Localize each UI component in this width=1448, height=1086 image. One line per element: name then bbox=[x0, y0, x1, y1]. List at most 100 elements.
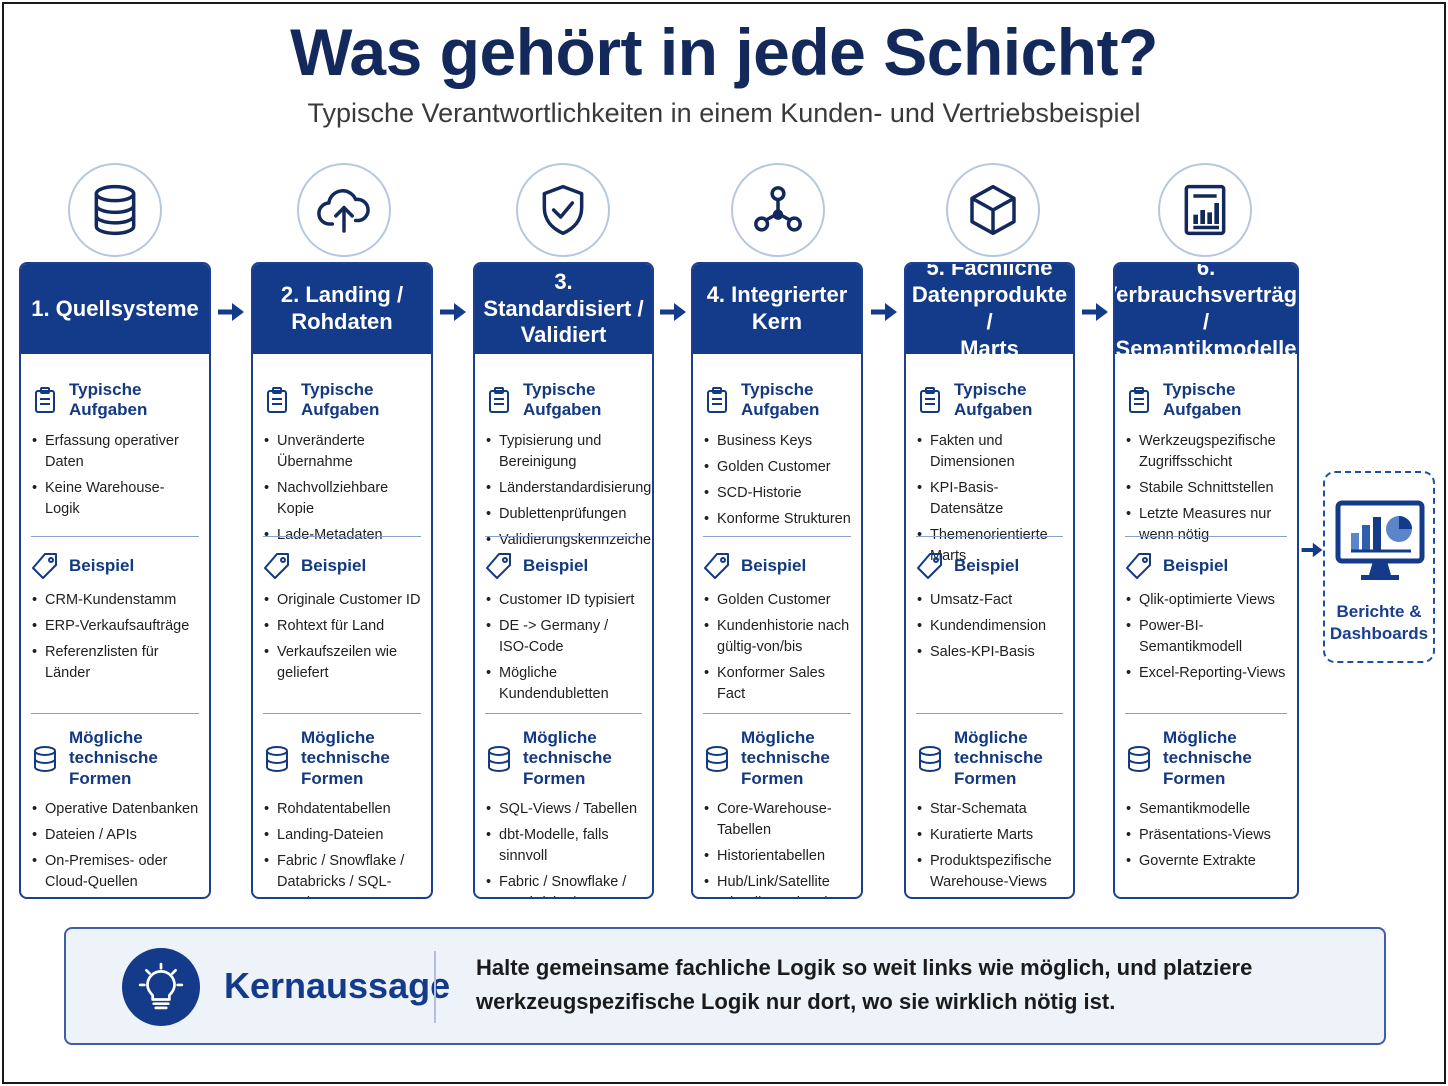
section-title: technische Formen bbox=[69, 748, 158, 788]
tag-icon bbox=[1126, 553, 1151, 579]
section-title: Mögliche bbox=[954, 728, 1028, 747]
section-title: Mögliche bbox=[301, 728, 375, 747]
list-item: Star-Schemata bbox=[916, 799, 1063, 820]
list-item: Rohtext für Land bbox=[263, 616, 421, 637]
tasks-section: Typische Aufgaben Typisierung und Berein… bbox=[485, 380, 652, 556]
list-item: CRM-Kundenstamm bbox=[31, 590, 199, 611]
tag-icon bbox=[264, 553, 289, 579]
list-item: Kundendimension bbox=[916, 616, 1063, 637]
tag-icon bbox=[917, 553, 942, 579]
tag-icon bbox=[32, 553, 57, 579]
list-item: Fakten und Dimensionen bbox=[916, 431, 1063, 473]
tasks-section: Typische Aufgaben Business Keys Golden Cu… bbox=[703, 380, 851, 535]
list-item: Produktspezifische Warehouse-Views bbox=[916, 851, 1063, 893]
section-title: technische Formen bbox=[523, 748, 612, 788]
list-item: SCD-Historie bbox=[703, 483, 851, 504]
example-section: Beispiel Umsatz-Fact Kundendimension Sales… bbox=[916, 552, 1063, 668]
network-icon bbox=[731, 163, 825, 257]
list-item: Golden Customer bbox=[703, 590, 851, 611]
shield-check-icon bbox=[516, 163, 610, 257]
section-title: Mögliche technische Formen bbox=[69, 728, 199, 789]
cloud-upload-icon bbox=[297, 163, 391, 257]
section-title: Beispiel bbox=[954, 555, 1020, 575]
section-title: Mögliche technische Formen bbox=[523, 728, 642, 789]
section-title: Typische Aufgaben bbox=[741, 380, 820, 420]
lightbulb-icon bbox=[122, 948, 200, 1026]
list-item: Stabile Schnittstellen bbox=[1125, 478, 1287, 499]
list-item: Customer ID typisiert bbox=[485, 590, 642, 611]
section-title: Typische Aufgaben bbox=[301, 380, 380, 420]
list-item: Erfassung operativer Daten bbox=[31, 431, 199, 473]
section-title: Typische Aufgaben bbox=[523, 380, 602, 420]
section-title: technische Formen bbox=[301, 748, 390, 788]
clipboard-icon bbox=[267, 387, 287, 414]
clipboard-icon bbox=[35, 387, 55, 414]
tasks-section: Typische Aufgaben Fakten und Dimensionen… bbox=[916, 380, 1063, 572]
list-item: Kundenhistorie nach gültig-von/bis bbox=[703, 616, 851, 658]
list-item: Rohdatentabellen bbox=[263, 799, 421, 820]
list-item: Umsatz-Fact bbox=[916, 590, 1063, 611]
list-item: Validierungskennzeichen bbox=[485, 530, 652, 551]
list-item: Typisierung und Bereinigung bbox=[485, 431, 642, 473]
list-item: ERP-Verkaufsaufträge bbox=[31, 616, 199, 637]
section-title: Typische Aufgaben bbox=[1163, 380, 1242, 420]
list-item: Originale Customer ID bbox=[263, 590, 421, 611]
layer-column-2: 2. Landing /Rohdaten Typische Aufgaben U… bbox=[251, 262, 433, 899]
layer-title: 1. Quellsysteme bbox=[21, 264, 209, 354]
database-icon bbox=[68, 163, 162, 257]
list-item: Landing-Dateien bbox=[263, 825, 421, 846]
key-message-box: Kernaussage Halte gemeinsame fachliche L… bbox=[64, 927, 1386, 1045]
list-item: Power-BI-Semantikmodell bbox=[1125, 616, 1287, 658]
layer-title: 3. Standardisiert / Validiert bbox=[475, 264, 652, 354]
tag-icon bbox=[704, 553, 729, 579]
layer-title: 5. Fachliche Datenprodukte / Marts bbox=[906, 264, 1073, 361]
section-title: Mögliche technische Formen bbox=[301, 728, 421, 789]
section-title: Beispiel bbox=[741, 555, 807, 575]
section-title: Mögliche technische Formen bbox=[1163, 728, 1287, 789]
list-item: On-Premises- oder Cloud-Quellen bbox=[31, 851, 199, 893]
divider bbox=[434, 951, 436, 1023]
section-title: Beispiel bbox=[523, 555, 589, 575]
list-item: Semantikmodelle bbox=[1125, 799, 1287, 820]
list-item: Fabric / Snowflake / Databricks / SQL-St… bbox=[263, 851, 421, 897]
tag-icon bbox=[486, 553, 511, 579]
report-chart-icon bbox=[1158, 163, 1252, 257]
arrow-right-icon bbox=[1082, 303, 1108, 321]
clipboard-icon bbox=[489, 387, 509, 414]
section-title: Typische Aufgaben bbox=[69, 380, 148, 420]
list-item: Hub/Link/Satellite oder dimensionaler Ke… bbox=[703, 872, 851, 897]
layer-column-3: 3. Standardisiert / Validiert Typische Au… bbox=[473, 262, 654, 899]
layer-title: 6. Verbrauchsverträge /Semantikmodelle bbox=[1113, 262, 1298, 361]
database-small-icon bbox=[488, 745, 510, 772]
section-title: Mögliche technische Formen bbox=[954, 728, 1063, 789]
clipboard-icon bbox=[707, 387, 727, 414]
reports-dashboards-box: Berichte & Dashboards bbox=[1323, 471, 1435, 663]
list-item: Fabric / Snowflake / Databricks / On-Pre… bbox=[485, 872, 642, 897]
list-item: Präsentations-Views bbox=[1125, 825, 1287, 846]
list-item: Sales-KPI-Basis bbox=[916, 642, 1063, 663]
list-item: Governte Extrakte bbox=[1125, 851, 1287, 872]
list-item: Kuratierte Marts bbox=[916, 825, 1063, 846]
cube-icon bbox=[946, 163, 1040, 257]
tasks-section: Typische Aufgaben Erfassung operativer D… bbox=[31, 380, 199, 525]
arrow-right-icon bbox=[1301, 542, 1323, 558]
list-item: Historientabellen bbox=[703, 846, 851, 867]
tasks-section: Typische Aufgaben Werkzeugspezifische Zu… bbox=[1125, 380, 1287, 551]
page-subtitle: Typische Verantwortlichkeiten in einem K… bbox=[307, 98, 1141, 128]
list-item: Konforme Strukturen bbox=[703, 509, 851, 530]
layer-column-6: 6. Verbrauchsverträge /Semantikmodelle T… bbox=[1113, 262, 1299, 899]
example-section: Beispiel Qlik-optimierte Views Power-BI-S… bbox=[1125, 552, 1287, 689]
list-item: Werkzeugspezifische Zugriffsschicht bbox=[1125, 431, 1287, 473]
list-item: DE -> Germany / ISO-Code bbox=[485, 616, 642, 658]
page-title: Was gehört in jede Schicht? bbox=[290, 15, 1158, 89]
list-item: Business Keys bbox=[703, 431, 851, 452]
layer-title: 4. Integrierter Kern bbox=[693, 264, 861, 354]
section-title: Mögliche bbox=[1163, 728, 1237, 747]
clipboard-icon bbox=[1129, 387, 1149, 414]
list-item: Nachvollziehbare Kopie bbox=[263, 478, 421, 520]
section-title: Mögliche technische Formen bbox=[741, 728, 851, 789]
